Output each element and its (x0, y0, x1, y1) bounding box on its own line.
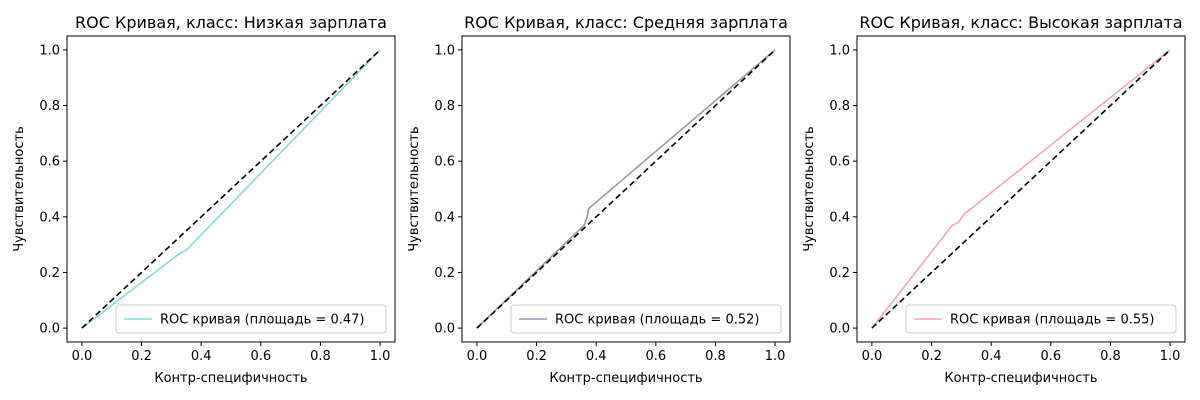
x-tick-label: 0.2 (131, 349, 152, 364)
roc-curve-line (81, 49, 381, 329)
y-axis-label: Чувствительность (802, 126, 817, 251)
chart-panel-1: ROC Кривая, класс: Низкая зарплата 0.0 0.2… (12, 13, 396, 386)
y-tick-label: 0.2 (39, 266, 60, 281)
x-axis-label: Контр-специфичность (154, 371, 307, 386)
legend: ROC кривая (площадь = 0.52) (510, 304, 782, 334)
chart-panel-2: ROC Кривая, класс: Средняя зарплата 0.0 0.… (407, 13, 791, 386)
x-tick-label: 0.4 (981, 349, 1002, 364)
y-tick-label: 0.4 (39, 210, 60, 225)
chart-title: ROC Кривая, класс: Высокая зарплата (859, 13, 1182, 32)
x-tick-label: 0.2 (526, 349, 547, 364)
legend-label: ROC кривая (площадь = 0.55) (950, 313, 1154, 328)
legend-box (115, 304, 387, 334)
legend-label: ROC кривая (площадь = 0.52) (555, 313, 759, 328)
x-tick-label: 0.8 (705, 349, 726, 364)
y-axis-label: Чувствительность (407, 126, 422, 251)
chart-title: ROC Кривая, класс: Низкая зарплата (75, 13, 387, 32)
diagonal-reference-line (476, 49, 776, 329)
x-tick-label: 0.6 (645, 349, 666, 364)
x-tick-label: 1.0 (370, 349, 391, 364)
legend-label: ROC кривая (площадь = 0.47) (160, 313, 364, 328)
x-tick-label: 0.6 (1040, 349, 1061, 364)
y-tick-label: 0.6 (829, 155, 850, 170)
y-tick-label: 0.2 (829, 266, 850, 281)
y-tick-label: 0.8 (434, 99, 455, 114)
diagonal-reference-line (871, 49, 1171, 329)
y-tick-label: 1.0 (39, 43, 60, 58)
x-tick-label: 0.0 (467, 349, 488, 364)
roc-curve-line (476, 49, 776, 329)
legend: ROC кривая (площадь = 0.47) (115, 304, 387, 334)
y-tick-label: 0.8 (829, 99, 850, 114)
x-axis-label: Контр-специфичность (944, 371, 1097, 386)
y-tick-label: 0.4 (434, 210, 455, 225)
axes-frame (856, 35, 1186, 343)
y-tick-label: 0.6 (434, 155, 455, 170)
x-tick-label: 0.4 (191, 349, 212, 364)
legend: ROC кривая (площадь = 0.55) (905, 304, 1177, 334)
y-tick-label: 0.0 (829, 322, 850, 337)
y-tick-label: 1.0 (829, 43, 850, 58)
x-tick-label: 0.2 (921, 349, 942, 364)
legend-box (905, 304, 1177, 334)
x-tick-label: 0.6 (250, 349, 271, 364)
chart-title: ROC Кривая, класс: Средняя зарплата (464, 13, 788, 32)
x-tick-label: 0.0 (72, 349, 93, 364)
y-axis-label: Чувствительность (12, 126, 27, 251)
y-tick-label: 0.0 (39, 322, 60, 337)
legend-box (510, 304, 782, 334)
axes-frame (66, 35, 396, 343)
x-tick-label: 0.0 (862, 349, 883, 364)
roc-curve-line (871, 49, 1171, 329)
x-tick-label: 1.0 (1160, 349, 1181, 364)
y-tick-label: 0.4 (829, 210, 850, 225)
diagonal-reference-line (81, 49, 381, 329)
x-tick-label: 1.0 (765, 349, 786, 364)
chart-panel-3: ROC Кривая, класс: Высокая зарплата 0.0 0.… (802, 13, 1186, 386)
x-axis-label: Контр-специфичность (549, 371, 702, 386)
y-tick-label: 0.8 (39, 99, 60, 114)
x-tick-label: 0.8 (310, 349, 331, 364)
y-tick-label: 0.2 (434, 266, 455, 281)
x-tick-label: 0.4 (586, 349, 607, 364)
y-tick-label: 0.0 (434, 322, 455, 337)
y-tick-label: 0.6 (39, 155, 60, 170)
x-tick-label: 0.8 (1100, 349, 1121, 364)
y-tick-label: 1.0 (434, 43, 455, 58)
axes-frame (461, 35, 791, 343)
